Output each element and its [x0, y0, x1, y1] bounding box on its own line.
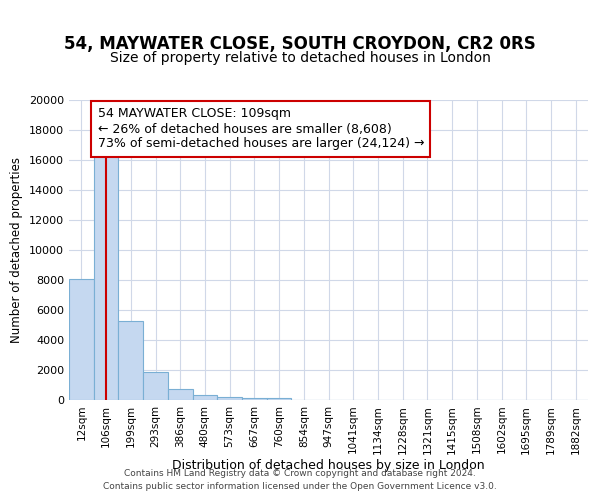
Text: Contains public sector information licensed under the Open Government Licence v3: Contains public sector information licen…	[103, 482, 497, 491]
X-axis label: Distribution of detached houses by size in London: Distribution of detached houses by size …	[172, 459, 485, 472]
Bar	[143, 372, 168, 400]
Bar	[242, 398, 267, 400]
Bar	[193, 396, 217, 400]
Bar	[118, 320, 143, 400]
Text: 54, MAYWATER CLOSE, SOUTH CROYDON, CR2 0RS: 54, MAYWATER CLOSE, SOUTH CROYDON, CR2 0…	[64, 34, 536, 52]
Bar	[94, 151, 118, 400]
Text: Contains HM Land Registry data © Crown copyright and database right 2024.: Contains HM Land Registry data © Crown c…	[124, 468, 476, 477]
Bar	[217, 397, 242, 400]
Text: 54 MAYWATER CLOSE: 109sqm
← 26% of detached houses are smaller (8,608)
73% of se: 54 MAYWATER CLOSE: 109sqm ← 26% of detac…	[98, 108, 424, 150]
Bar	[69, 278, 94, 400]
Bar	[267, 398, 292, 400]
Y-axis label: Number of detached properties: Number of detached properties	[10, 157, 23, 343]
Bar	[168, 389, 193, 400]
Text: Size of property relative to detached houses in London: Size of property relative to detached ho…	[110, 51, 490, 65]
